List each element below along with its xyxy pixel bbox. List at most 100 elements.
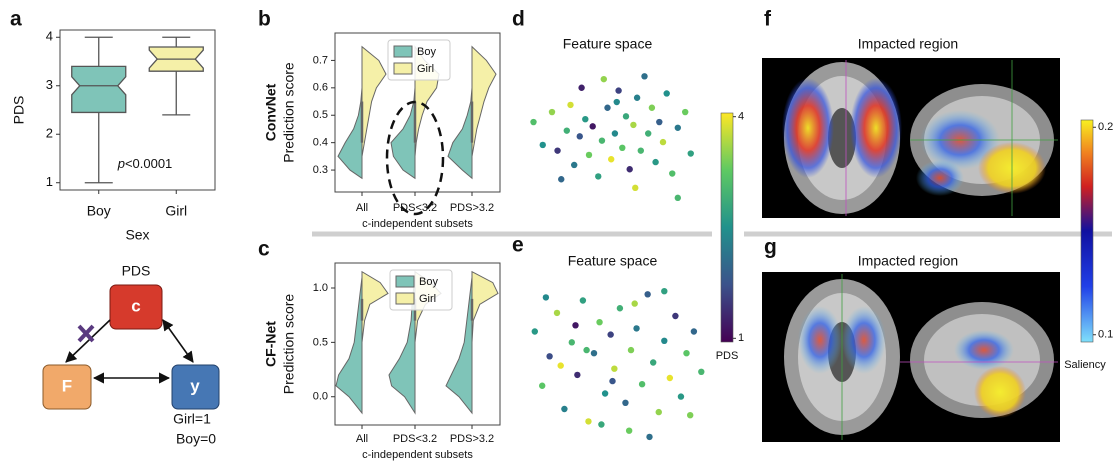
point	[539, 383, 545, 389]
violin-half	[448, 88, 472, 178]
point	[691, 328, 697, 334]
y-tick-label: 0.7	[313, 54, 328, 66]
colorbar-tick-label: 0.2	[1098, 121, 1113, 133]
y-tick-label: 2	[46, 126, 53, 141]
point	[698, 369, 704, 375]
point	[656, 409, 662, 415]
point	[586, 152, 592, 158]
point	[622, 400, 628, 406]
point	[641, 73, 647, 79]
point	[644, 291, 650, 297]
brain-image-g	[762, 272, 1060, 442]
legend-swatch	[396, 276, 414, 287]
y-tick-label: 0.3	[313, 164, 328, 176]
point	[672, 313, 678, 319]
panel-label: c	[258, 238, 270, 261]
node-label: c	[131, 296, 140, 315]
panel-label: a	[10, 8, 22, 31]
point	[611, 366, 617, 372]
panel-label: g	[764, 236, 777, 259]
point	[564, 127, 570, 133]
point	[619, 145, 625, 151]
node-label: y	[190, 376, 200, 395]
point	[678, 393, 684, 399]
point	[630, 122, 636, 128]
point	[554, 147, 560, 153]
x-tick-label: All	[356, 433, 368, 445]
point	[612, 130, 618, 136]
point	[558, 176, 564, 182]
chart-title: Feature space	[568, 253, 658, 269]
point	[540, 142, 546, 148]
annotation: p<0.0001	[117, 156, 173, 171]
violin-half	[362, 272, 388, 343]
point	[530, 119, 536, 125]
x-axis-label: Sex	[125, 227, 149, 243]
x-axis-label: c-independent subsets	[362, 218, 473, 230]
point	[602, 390, 608, 396]
x-axis-label: c-independent subsets	[362, 449, 473, 461]
point	[558, 362, 564, 368]
colorbar-label: PDS	[716, 350, 739, 362]
point	[585, 418, 591, 424]
brain-image-f	[762, 58, 1060, 218]
point	[607, 331, 613, 337]
colorbar	[1081, 120, 1093, 342]
point	[652, 159, 658, 165]
x-tick-label: PDS>3.2	[450, 202, 494, 214]
point	[615, 87, 621, 93]
point	[543, 294, 549, 300]
x-tick-label: Girl	[165, 203, 187, 219]
point	[582, 116, 588, 122]
x-tick-label: PDS>3.2	[450, 433, 494, 445]
point	[639, 381, 645, 387]
x-tick-label: All	[356, 202, 368, 214]
y-tick-label: 3	[46, 77, 53, 92]
y-tick-label: 0.5	[313, 109, 328, 121]
point	[638, 147, 644, 153]
point	[561, 406, 567, 412]
point	[574, 372, 580, 378]
y-tick-label: 0.4	[313, 137, 328, 149]
colorbar-label: Saliency	[1064, 359, 1106, 371]
violin-half	[472, 272, 498, 343]
image-title: Impacted region	[858, 253, 958, 269]
point	[649, 105, 655, 111]
point	[614, 99, 620, 105]
y-tick-label: 1	[46, 174, 53, 189]
point	[664, 90, 670, 96]
point	[627, 166, 633, 172]
y-tick-label: 1.0	[313, 282, 328, 294]
y-tick-label: 0.0	[313, 391, 328, 403]
point	[599, 137, 605, 143]
point	[660, 139, 666, 145]
arrow	[66, 320, 110, 362]
arrow	[163, 320, 193, 362]
colorbar	[721, 113, 733, 342]
x-tick-label: PDS<3.2	[393, 433, 437, 445]
point	[682, 109, 688, 115]
point	[617, 305, 623, 311]
point	[532, 328, 538, 334]
figure: a b c d e f g PDS c F y Girl=1 Boy=0	[0, 0, 1120, 464]
violin-half	[362, 47, 386, 157]
point	[687, 412, 693, 418]
panel-label: b	[258, 8, 271, 31]
box	[72, 66, 126, 112]
point	[598, 421, 604, 427]
point	[595, 173, 601, 179]
point	[688, 150, 694, 156]
annotation-text: <0.0001	[125, 156, 172, 171]
point	[661, 288, 667, 294]
node-label: F	[62, 376, 72, 395]
causal-diagram: PDS c F y Girl=1 Boy=0	[43, 263, 219, 447]
diagram-label: PDS	[122, 263, 151, 279]
legend-label: Girl	[417, 63, 434, 75]
point	[590, 123, 596, 129]
panel-label: f	[764, 8, 772, 31]
point	[661, 338, 667, 344]
point	[571, 162, 577, 168]
point	[577, 133, 583, 139]
point	[675, 125, 681, 131]
chart-title: Feature space	[563, 36, 653, 52]
